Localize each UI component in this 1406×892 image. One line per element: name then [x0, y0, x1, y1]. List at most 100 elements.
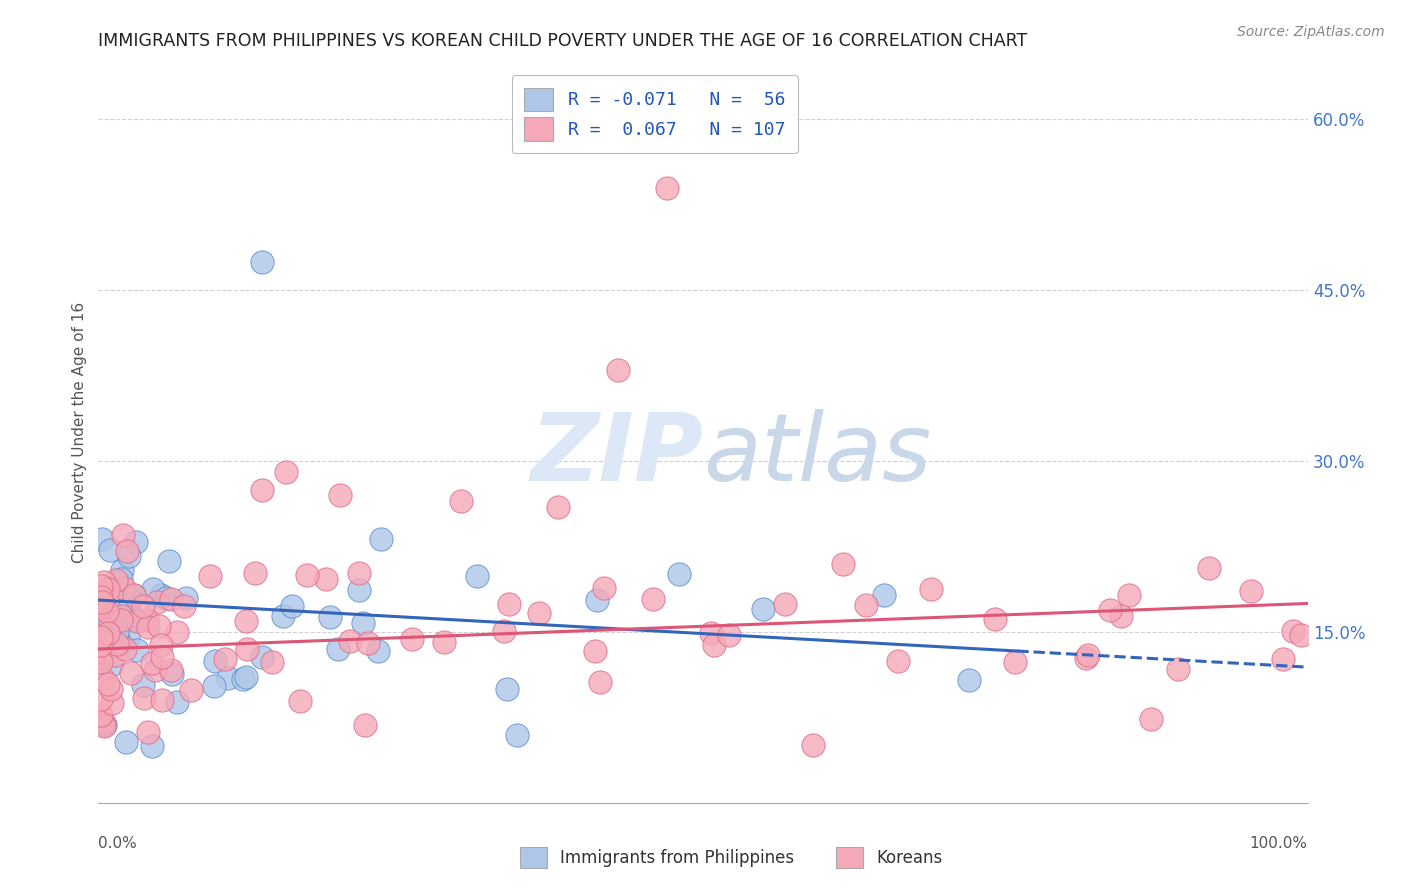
- Point: [91, 533, 114, 547]
- Point: [180, 683, 202, 698]
- Point: [90, 650, 112, 665]
- Point: [91, 594, 114, 608]
- Point: [235, 614, 257, 628]
- Point: [90, 621, 112, 635]
- Point: [157, 554, 180, 568]
- Point: [112, 581, 135, 595]
- Point: [149, 638, 172, 652]
- Point: [803, 738, 825, 752]
- Point: [90, 655, 112, 669]
- Point: [506, 728, 529, 742]
- Text: atlas: atlas: [703, 409, 931, 500]
- Point: [110, 636, 132, 650]
- Point: [288, 694, 311, 708]
- Point: [96, 605, 118, 619]
- Point: [125, 642, 148, 657]
- Point: [433, 635, 456, 649]
- Point: [274, 466, 297, 480]
- Legend: Immigrants from Philippines, Koreans: Immigrants from Philippines, Koreans: [513, 840, 949, 875]
- Point: [235, 670, 257, 684]
- Point: [318, 610, 340, 624]
- Point: [97, 626, 120, 640]
- Point: [655, 180, 678, 194]
- Point: [94, 633, 117, 648]
- Point: [111, 528, 134, 542]
- Point: [110, 608, 132, 623]
- Point: [100, 681, 122, 696]
- Point: [250, 254, 273, 268]
- Point: [166, 625, 188, 640]
- Point: [150, 649, 173, 664]
- Point: [132, 678, 155, 692]
- Point: [401, 632, 423, 647]
- Point: [176, 591, 198, 605]
- Point: [886, 655, 908, 669]
- Point: [832, 558, 855, 572]
- Point: [97, 677, 120, 691]
- Point: [160, 666, 183, 681]
- Point: [117, 631, 139, 645]
- Text: 100.0%: 100.0%: [1250, 836, 1308, 851]
- Point: [100, 658, 122, 673]
- Point: [115, 544, 138, 558]
- Point: [91, 635, 114, 649]
- Point: [91, 615, 114, 630]
- Point: [120, 607, 142, 622]
- Point: [367, 644, 389, 658]
- Point: [118, 591, 141, 606]
- Point: [91, 644, 114, 658]
- Point: [98, 543, 121, 558]
- Point: [250, 649, 273, 664]
- Point: [718, 628, 741, 642]
- Point: [643, 592, 665, 607]
- Point: [957, 673, 980, 687]
- Point: [115, 735, 138, 749]
- Point: [143, 663, 166, 677]
- Point: [855, 599, 877, 613]
- Point: [166, 695, 188, 709]
- Point: [495, 682, 517, 697]
- Point: [703, 638, 725, 652]
- Point: [243, 566, 266, 581]
- Point: [121, 665, 143, 680]
- Point: [204, 680, 226, 694]
- Point: [547, 500, 569, 514]
- Point: [1077, 648, 1099, 662]
- Point: [1098, 603, 1121, 617]
- Point: [160, 592, 183, 607]
- Point: [136, 725, 159, 739]
- Point: [121, 613, 143, 627]
- Point: [104, 637, 127, 651]
- Point: [235, 641, 257, 656]
- Point: [668, 566, 690, 581]
- Point: [1198, 560, 1220, 574]
- Point: [589, 674, 612, 689]
- Point: [1118, 588, 1140, 602]
- Point: [101, 696, 124, 710]
- Point: [983, 612, 1005, 626]
- Point: [93, 715, 115, 730]
- Point: [1004, 656, 1026, 670]
- Point: [114, 642, 136, 657]
- Point: [94, 640, 117, 654]
- Point: [105, 624, 128, 639]
- Point: [920, 582, 942, 597]
- Point: [315, 573, 337, 587]
- Point: [94, 718, 117, 732]
- Point: [281, 599, 304, 613]
- Point: [370, 532, 392, 546]
- Point: [155, 591, 177, 605]
- Point: [873, 588, 896, 602]
- Point: [134, 690, 156, 705]
- Point: [271, 609, 294, 624]
- Point: [104, 648, 127, 663]
- Point: [593, 581, 616, 595]
- Point: [583, 644, 606, 658]
- Point: [1076, 651, 1098, 665]
- Point: [1109, 609, 1132, 624]
- Point: [136, 620, 159, 634]
- Point: [105, 636, 128, 650]
- Point: [90, 624, 112, 638]
- Point: [97, 582, 120, 597]
- Point: [329, 488, 352, 502]
